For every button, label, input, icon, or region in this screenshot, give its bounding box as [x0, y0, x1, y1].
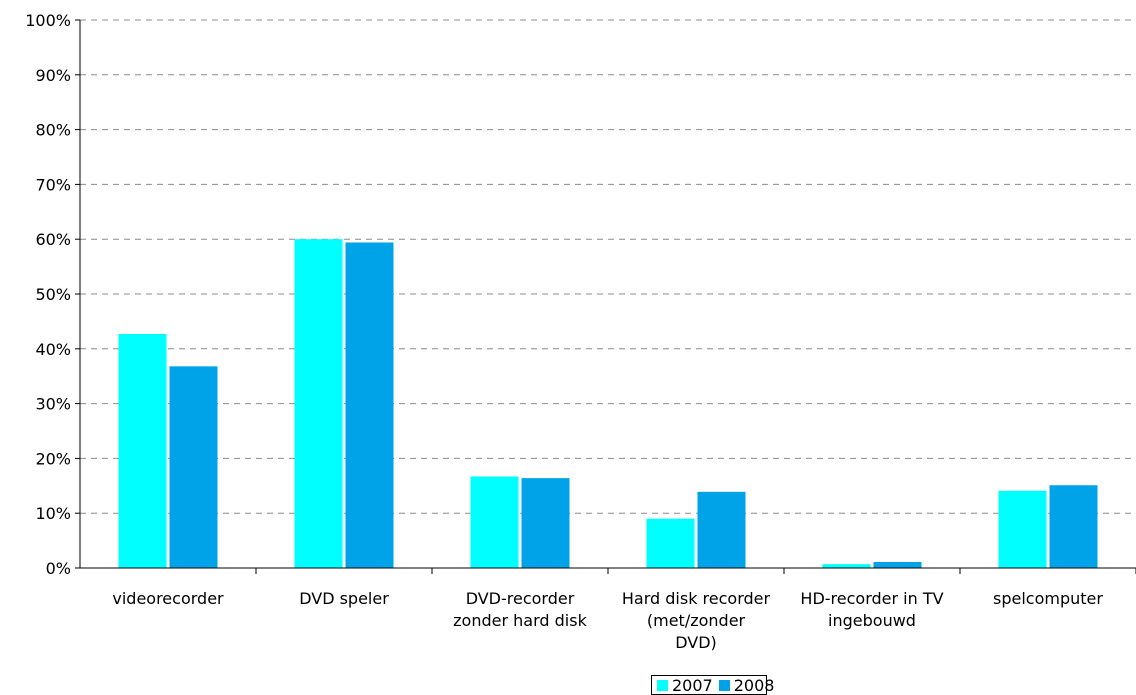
bars [118, 239, 1098, 568]
bar-2007 [998, 490, 1047, 568]
axes [75, 19, 1136, 574]
y-tick-label: 60% [35, 230, 71, 249]
y-axis-tick-labels: 0% 10% 20% 30% 40% 50% 60% 70% 80% 90% 100% [25, 11, 71, 578]
y-tick-label: 80% [35, 121, 71, 140]
bar-2008 [521, 478, 570, 568]
y-tick-label: 10% [35, 504, 71, 523]
y-tick-label: 0% [46, 559, 71, 578]
legend-label-2007: 2007 [672, 675, 713, 695]
bar-2007 [294, 239, 343, 568]
x-tick-label: Hard disk recorder (met/zonder DVD) [622, 589, 771, 652]
legend-item-2008: 2008 [718, 675, 775, 695]
bar-2008 [1049, 485, 1098, 568]
y-tick-label: 40% [35, 340, 71, 359]
gridlines [80, 19, 1136, 514]
bar-2007 [646, 518, 695, 568]
bar-2008 [169, 366, 218, 568]
x-tick-label: DVD-recorder zonder hard disk [453, 589, 587, 630]
legend-swatch-2008 [718, 679, 730, 691]
x-tick-label: videorecorder [112, 589, 224, 608]
bar-2008 [697, 491, 746, 568]
y-tick-label: 20% [35, 449, 71, 468]
legend-label-2008: 2008 [733, 675, 775, 695]
legend-swatch-2007 [657, 679, 668, 691]
bar-2008 [873, 561, 922, 568]
x-tick-label: DVD speler [299, 589, 389, 608]
x-tick-label: HD-recorder in TV ingebouwd [800, 589, 943, 630]
legend-item-2007: 2007 [657, 676, 713, 695]
bar-2008 [345, 242, 394, 568]
x-axis-tick-labels: videorecorder DVD speler DVD-recorder zonde… [112, 589, 1103, 652]
y-tick-label: 70% [35, 175, 71, 194]
y-tick-label: 100% [25, 11, 71, 30]
legend: 2007 2008 [651, 675, 774, 695]
bar-2007 [470, 476, 519, 568]
bar-2007 [118, 334, 167, 568]
y-tick-label: 50% [35, 285, 71, 304]
y-tick-label: 30% [35, 395, 71, 414]
y-tick-label: 90% [35, 66, 71, 85]
bar-2007 [822, 564, 871, 568]
x-tick-label: spelcomputer [993, 589, 1103, 608]
